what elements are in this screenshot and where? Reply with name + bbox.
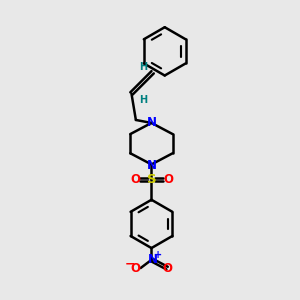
Text: N: N — [147, 158, 157, 172]
Text: N: N — [148, 253, 158, 266]
Text: N: N — [147, 116, 157, 128]
Text: S: S — [147, 173, 156, 186]
Text: −: − — [125, 257, 135, 271]
Text: O: O — [163, 173, 173, 186]
Text: O: O — [131, 262, 141, 275]
Text: +: + — [154, 250, 162, 260]
Text: O: O — [130, 173, 140, 186]
Text: H: H — [139, 62, 147, 72]
Text: O: O — [162, 262, 172, 275]
Text: H: H — [139, 95, 147, 105]
